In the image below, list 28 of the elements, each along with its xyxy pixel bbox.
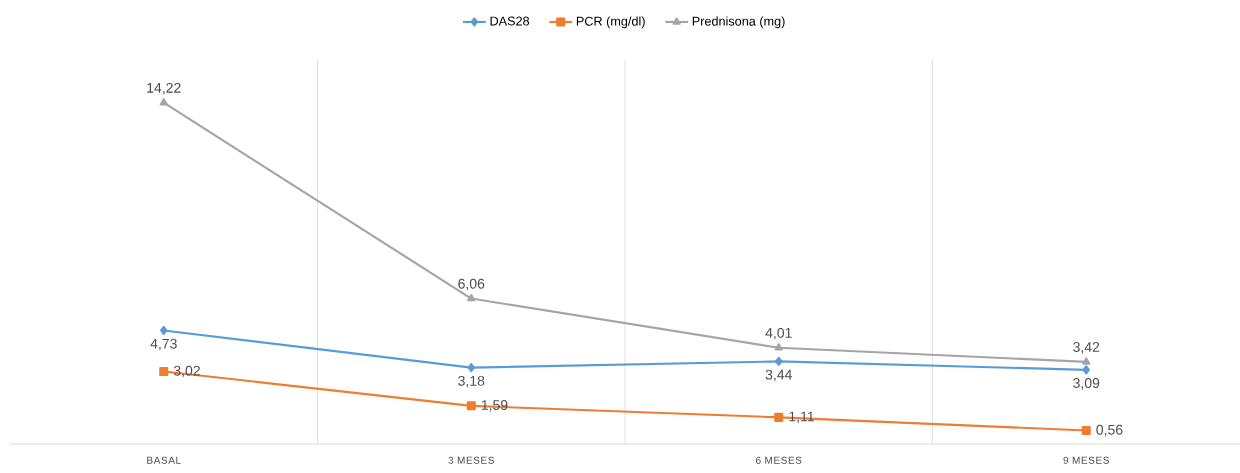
x-tick-label: BASAL (147, 456, 181, 464)
point (159, 366, 169, 377)
legend-label: DAS28 (490, 16, 530, 26)
data-label: 6,06 (458, 278, 485, 291)
point (1082, 357, 1091, 365)
point (774, 412, 784, 422)
point (467, 294, 476, 302)
point (467, 363, 475, 373)
point (775, 356, 783, 366)
data-label: 3,18 (458, 375, 485, 388)
point (774, 343, 783, 351)
point (466, 401, 476, 411)
point (1082, 365, 1090, 375)
x-tick-label: 9 MESES (1063, 456, 1109, 464)
data-label: 3,44 (765, 369, 792, 382)
data-label: 14,22 (147, 82, 181, 95)
legend-label: PCR (mg/dl) (576, 16, 645, 29)
data-label: 4,01 (765, 327, 792, 340)
point (159, 98, 168, 106)
legend-label: Prednisona (mg) (692, 16, 785, 29)
data-label: 4,73 (150, 338, 177, 351)
data-label: 3,42 (1073, 342, 1100, 354)
data-label: 3,09 (1073, 378, 1100, 390)
point (1081, 426, 1091, 436)
x-tick-label: 6 MESES (756, 456, 802, 464)
x-tick-label: 3 MESES (448, 456, 494, 464)
point (160, 325, 168, 335)
data-label: 0,56 (1096, 424, 1123, 437)
